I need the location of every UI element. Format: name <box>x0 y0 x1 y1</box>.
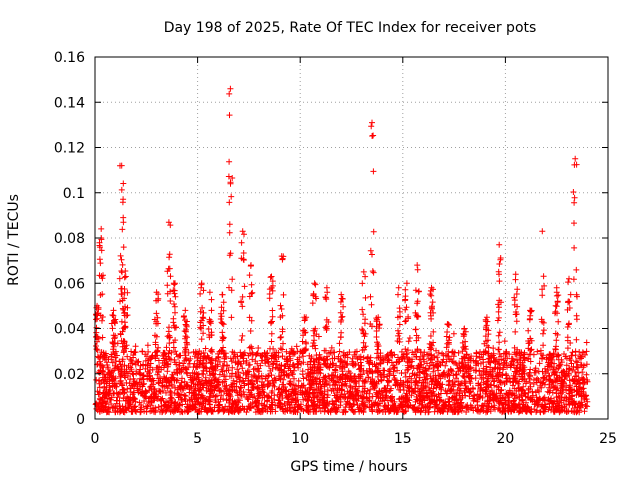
y-tick-label: 0.14 <box>54 95 85 111</box>
y-tick-label: 0.04 <box>54 322 85 338</box>
x-tick-label: 20 <box>496 431 514 447</box>
x-tick-label: 10 <box>291 431 309 447</box>
roti-point-markers <box>92 85 591 416</box>
grid-lines <box>95 57 608 419</box>
x-tick-label: 25 <box>599 431 617 447</box>
y-tick-label: 0.08 <box>54 231 85 247</box>
y-tick-label: 0.02 <box>54 367 85 383</box>
y-tick-label: 0.06 <box>54 276 85 292</box>
chart-title: Day 198 of 2025, Rate Of TEC Index for r… <box>164 20 537 36</box>
x-tick-label: 15 <box>394 431 412 447</box>
y-tick-label: 0.16 <box>54 50 85 66</box>
x-axis-label: GPS time / hours <box>290 459 407 475</box>
data-points <box>92 85 591 416</box>
x-tick-label: 0 <box>91 431 100 447</box>
y-tick-label: 0.1 <box>63 186 85 202</box>
y-tick-label: 0.12 <box>54 141 85 157</box>
y-axis-label: ROTI / TECUs <box>6 194 22 286</box>
y-tick-label: 0 <box>76 412 85 428</box>
axis-ticks: 0 5 10 15 20 25 0 0.02 0.04 0.06 0.08 0.1 0.12 0.14 0.… <box>54 50 617 447</box>
x-tick-label: 5 <box>193 431 202 447</box>
